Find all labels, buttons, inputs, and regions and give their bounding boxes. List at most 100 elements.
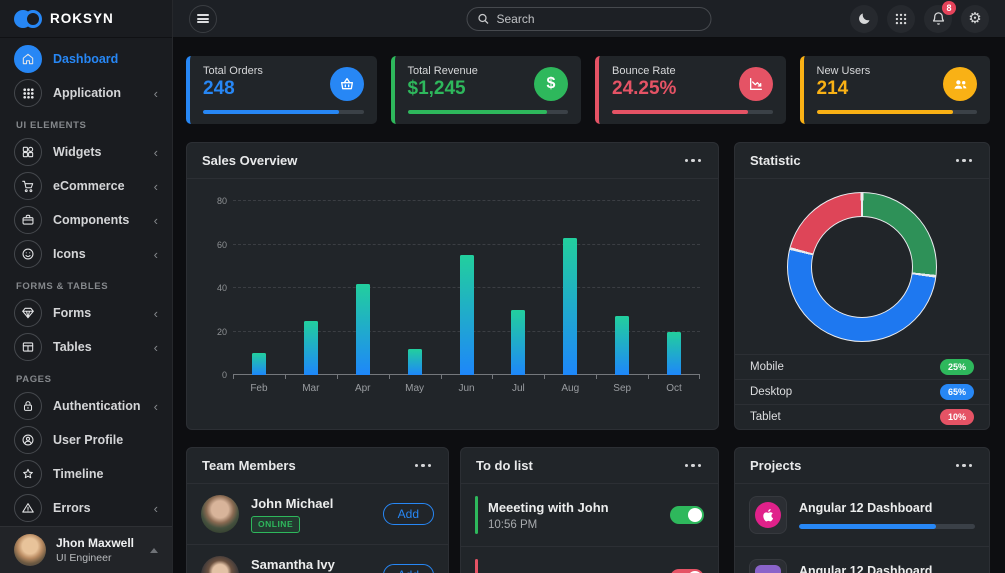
bar-aug[interactable] bbox=[563, 237, 578, 375]
card-menu-button[interactable] bbox=[683, 460, 704, 472]
todo-toggle-switch[interactable] bbox=[670, 506, 704, 524]
bell-icon bbox=[932, 12, 944, 25]
chevron-left-icon: ‹ bbox=[153, 212, 158, 228]
team-card-header: Team Members bbox=[187, 448, 448, 484]
todo-item-row: Meeeting with John 10:56 PM bbox=[461, 484, 718, 546]
dark-mode-button[interactable] bbox=[850, 4, 878, 33]
x-axis-tick-label: Feb bbox=[250, 383, 268, 394]
add-member-button[interactable]: Add bbox=[382, 564, 434, 573]
sidebar-item-user-profile[interactable]: User Profile bbox=[0, 423, 172, 457]
sales-overview-card: Sales Overview 0 20 40 60 80 Feb Mar Apr May Jun… bbox=[186, 142, 719, 430]
sidebar-item-timeline[interactable]: Timeline bbox=[0, 457, 172, 491]
sidebar-item-ecommerce[interactable]: eCommerce ‹ bbox=[0, 169, 172, 203]
stat-progress-bar bbox=[203, 110, 364, 114]
bar-may[interactable] bbox=[407, 348, 422, 375]
home-icon bbox=[14, 45, 42, 73]
sidebar-item-components[interactable]: Components ‹ bbox=[0, 203, 172, 237]
main-content: Total Orders 248 Total Revenue $1,245 $ Bounc… bbox=[173, 38, 1005, 573]
sidebar-item-icons[interactable]: Icons ‹ bbox=[0, 237, 172, 271]
chevron-left-icon: ‹ bbox=[153, 178, 158, 194]
basket-icon bbox=[329, 67, 364, 101]
sidebar-item-label: Application bbox=[53, 86, 122, 100]
sidebar-item-widgets[interactable]: Widgets ‹ bbox=[0, 135, 172, 169]
sidebar-menu: Dashboard Application ‹ UI ELEMENTS Widgets ‹… bbox=[0, 38, 172, 573]
legend-row-desktop: Desktop 65% bbox=[735, 379, 989, 404]
hamburger-icon bbox=[197, 13, 209, 25]
stat-label: New Users bbox=[816, 65, 871, 77]
bar-oct[interactable] bbox=[667, 331, 682, 375]
bar-jun[interactable] bbox=[459, 255, 474, 375]
project-icon-frame bbox=[749, 496, 787, 534]
notifications-button[interactable]: 8 bbox=[924, 0, 956, 33]
chevron-left-icon: ‹ bbox=[153, 144, 158, 160]
stat-progress-bar bbox=[612, 110, 773, 114]
sidebar-item-label: Errors bbox=[53, 501, 91, 515]
chevron-left-icon: ‹ bbox=[153, 398, 158, 414]
bar-mar[interactable] bbox=[303, 320, 318, 375]
team-member-row: John Michael ONLINE Add bbox=[187, 484, 448, 544]
projects-card: Projects Angular 12 DashboardBAngular 12… bbox=[734, 447, 990, 573]
table-icon bbox=[14, 333, 42, 361]
user-menu-caret-icon[interactable] bbox=[150, 547, 158, 553]
gridline: 80 bbox=[217, 196, 700, 206]
sidebar-section-label: FORMS & TABLES bbox=[16, 281, 109, 292]
project-name: Angular 12 Dashboard bbox=[799, 564, 933, 573]
apps-button[interactable] bbox=[887, 4, 915, 33]
brand[interactable]: ROKSYN bbox=[0, 0, 172, 38]
legend-value-badge: 10% bbox=[939, 409, 974, 425]
card-menu-button[interactable] bbox=[683, 155, 704, 167]
sidebar-item-forms[interactable]: Forms ‹ bbox=[0, 296, 172, 330]
legend-label: Mobile bbox=[750, 361, 784, 373]
todo-toggle-switch[interactable] bbox=[670, 569, 704, 573]
x-axis-tick-label: Aug bbox=[561, 383, 580, 394]
project-row: Angular 12 Dashboard bbox=[735, 484, 989, 546]
project-icon-frame: B bbox=[749, 559, 787, 573]
x-axis-tick-label: Mar bbox=[302, 383, 320, 394]
dollar-icon: $ bbox=[534, 67, 568, 101]
card-menu-button[interactable] bbox=[413, 460, 434, 472]
legend-row-mobile: Mobile 25% bbox=[735, 354, 989, 379]
bootstrap-icon: B bbox=[755, 565, 781, 573]
sidebar-item-errors[interactable]: Errors ‹ bbox=[0, 491, 172, 525]
search-input[interactable] bbox=[496, 11, 701, 26]
card-menu-button[interactable] bbox=[954, 460, 975, 472]
bar-feb[interactable] bbox=[251, 353, 266, 375]
card-menu-button[interactable] bbox=[954, 155, 975, 167]
legend-label: Tablet bbox=[750, 411, 781, 423]
bar-apr[interactable] bbox=[355, 283, 370, 375]
cart-icon bbox=[14, 172, 42, 200]
sidebar-item-dashboard[interactable]: Dashboard bbox=[0, 42, 172, 76]
bar-jul[interactable] bbox=[511, 309, 526, 375]
member-avatar bbox=[201, 556, 239, 573]
x-axis-tick-label: Apr bbox=[354, 383, 371, 394]
x-axis-tick-label: May bbox=[405, 383, 425, 394]
bars bbox=[233, 201, 700, 375]
donut-chart bbox=[787, 191, 937, 342]
bar-sep[interactable] bbox=[615, 316, 630, 375]
sidebar: ROKSYN Dashboard Application ‹ UI ELEMENTS W… bbox=[0, 0, 173, 573]
sidebar-section-label: UI ELEMENTS bbox=[16, 120, 87, 131]
sidebar-item-label: eCommerce bbox=[53, 179, 125, 193]
sidebar-item-label: Forms bbox=[53, 306, 92, 320]
project-name: Angular 12 Dashboard bbox=[799, 501, 933, 515]
member-avatar bbox=[201, 495, 239, 533]
y-axis-tick-label: 80 bbox=[216, 196, 227, 206]
widgets-icon bbox=[14, 138, 42, 166]
warning-icon bbox=[14, 494, 42, 522]
sidebar-item-application[interactable]: Application ‹ bbox=[0, 76, 172, 110]
stat-cards-row: Total Orders 248 Total Revenue $1,245 $ Bounc… bbox=[186, 56, 990, 124]
statistic-legend: Mobile 25% Desktop 65% Tablet 10% bbox=[735, 354, 989, 429]
charts-row: Sales Overview 0 20 40 60 80 Feb Mar Apr May Jun… bbox=[186, 142, 990, 430]
add-member-button[interactable]: Add bbox=[382, 503, 434, 525]
sidebar-toggle-button[interactable] bbox=[189, 4, 217, 33]
sidebar-item-authentication[interactable]: Authentication ‹ bbox=[0, 389, 172, 423]
card-title: Statistic bbox=[750, 153, 801, 168]
sidebar-item-tables[interactable]: Tables ‹ bbox=[0, 330, 172, 364]
settings-button[interactable]: ⚙ bbox=[961, 4, 989, 33]
sidebar-user[interactable]: Jhon Maxwell UI Engineer bbox=[0, 526, 172, 573]
stat-card-total-orders: Total Orders 248 bbox=[186, 56, 377, 124]
sidebar-item-label: Widgets bbox=[53, 145, 102, 159]
